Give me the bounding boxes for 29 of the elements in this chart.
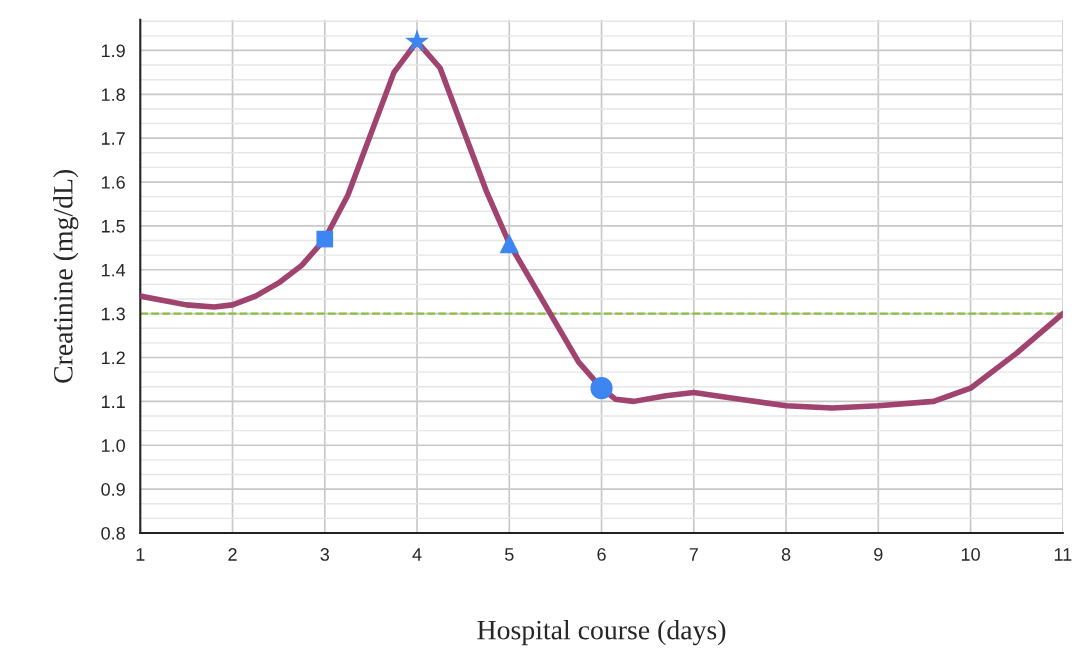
y-tick-label: 0.8 bbox=[101, 526, 125, 540]
x-tick-label: 7 bbox=[689, 548, 698, 561]
x-tick-label: 1 bbox=[136, 548, 145, 561]
x-tick-label: 5 bbox=[504, 548, 514, 561]
point bbox=[405, 29, 429, 52]
x-tick-label: 4 bbox=[412, 548, 422, 561]
y-axis-title: Creatinine (mg/dL) bbox=[53, 169, 79, 383]
x-tick-label: 6 bbox=[597, 548, 606, 561]
y-tick-label: 1.5 bbox=[101, 220, 125, 233]
x-tick-label: 11 bbox=[1054, 548, 1072, 561]
x-tick-label: 10 bbox=[961, 548, 980, 561]
point bbox=[499, 233, 520, 254]
x-axis-title: Hospital course (days) bbox=[477, 619, 726, 646]
y-tick-label: 0.9 bbox=[101, 483, 125, 496]
y-tick-label: 1.3 bbox=[101, 307, 125, 321]
y-tick-label: 1.9 bbox=[101, 44, 125, 58]
point bbox=[590, 377, 613, 400]
y-tick-label: 1.2 bbox=[101, 351, 125, 365]
x-tick-label: 3 bbox=[320, 548, 330, 561]
y-tick-label: 1.1 bbox=[101, 395, 125, 408]
x-tick-label: 2 bbox=[228, 548, 237, 561]
y-tick-label: 1.4 bbox=[101, 263, 126, 277]
point bbox=[316, 230, 334, 248]
y-tick-label: 1.8 bbox=[101, 88, 125, 102]
x-tick-label: 9 bbox=[874, 548, 883, 561]
y-tick-label: 1.0 bbox=[101, 439, 125, 452]
y-tick-label: 1.7 bbox=[101, 132, 125, 145]
y-tick-label: 1.6 bbox=[101, 175, 125, 189]
x-tick-label: 8 bbox=[781, 548, 791, 561]
